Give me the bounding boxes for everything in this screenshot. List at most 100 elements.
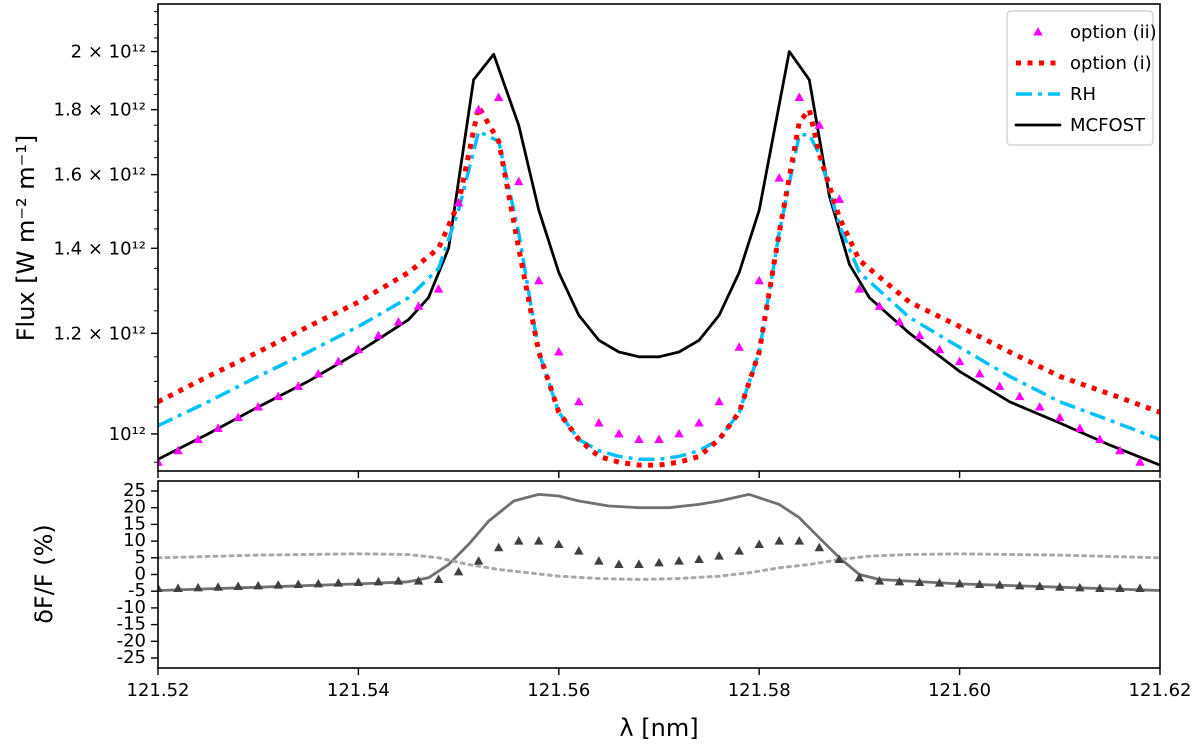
data-point-marker [914, 577, 925, 587]
data-point-marker [473, 556, 484, 565]
data-point-marker [594, 417, 604, 427]
data-point-marker [614, 559, 624, 568]
data-point-marker [554, 539, 564, 548]
data-point-marker [714, 551, 724, 560]
data-point-marker [453, 566, 464, 576]
x-axis-label: λ [nm] [619, 714, 698, 742]
y-tick-label: -15 [117, 614, 146, 635]
data-point-marker [1095, 583, 1105, 593]
data-point-marker [253, 402, 263, 411]
x-tick-label: 121.54 [327, 680, 390, 701]
data-point-marker [273, 580, 283, 589]
data-point-marker [353, 344, 364, 354]
legend-marker [1033, 27, 1043, 36]
data-point-marker [994, 580, 1005, 589]
y-tick-label: 1.4 × 10¹² [54, 238, 147, 259]
legend-label: MCFOST [1070, 115, 1146, 136]
data-point-marker [273, 391, 283, 401]
bottom-series-triangles [158, 536, 1145, 593]
top-panel: 10¹² 1.2 × 10¹² 1.4 × 10¹² 1.6 × 10¹² 1.8 × … [12, 3, 1161, 478]
data-point-marker [513, 176, 524, 186]
legend-box [1006, 10, 1154, 146]
data-point-marker [894, 316, 905, 326]
data-point-marker [293, 579, 304, 589]
legend-label: option (ii) [1070, 22, 1157, 43]
data-point-marker [834, 194, 845, 203]
y-tick-label: 25 [123, 480, 146, 501]
data-point-marker [193, 434, 203, 443]
data-point-marker [158, 457, 163, 466]
y-tick-label: 1.8 × 10¹² [54, 100, 147, 121]
data-point-marker [674, 556, 684, 565]
y-tick-label: 2 × 10¹² [71, 42, 146, 63]
data-point-marker [233, 581, 243, 591]
data-point-marker [1075, 582, 1085, 592]
data-point-marker [173, 583, 183, 593]
top-plot-frame [157, 3, 1161, 472]
data-point-marker [1055, 582, 1065, 591]
data-point-marker [854, 572, 865, 582]
y-tick-label: -20 [117, 630, 146, 651]
data-point-marker [313, 368, 324, 378]
data-point-marker [994, 381, 1005, 390]
data-point-marker [954, 578, 965, 588]
data-point-marker [794, 536, 805, 545]
data-point-marker [353, 577, 364, 587]
top-y-axis-ticks: 10¹² 1.2 × 10¹² 1.4 × 10¹² 1.6 × 10¹² 1.8 × … [54, 11, 158, 463]
data-point-marker [433, 284, 444, 293]
top-series-rh-line [158, 129, 1160, 462]
data-point-marker [974, 368, 985, 378]
data-point-marker [233, 412, 243, 422]
data-point-marker [393, 576, 404, 585]
data-point-marker [513, 536, 524, 545]
bottom-plot-frame [157, 480, 1161, 669]
data-point-marker [934, 578, 945, 587]
data-point-marker [614, 428, 624, 438]
data-point-marker [333, 578, 344, 587]
data-point-marker [1135, 583, 1145, 593]
data-point-marker [874, 576, 885, 585]
bottom-x-axis-ticks: 121.52 121.54 121.56 121.58 121.60 121.62 [127, 668, 1192, 701]
x-tick-label: 121.58 [728, 680, 791, 701]
data-point-marker [534, 536, 544, 545]
top-x-axis-ticks [157, 471, 1161, 478]
data-point-marker [313, 578, 324, 588]
data-point-marker [1055, 412, 1065, 422]
data-point-marker [774, 173, 784, 182]
data-point-marker [634, 559, 644, 568]
x-tick-label: 121.62 [1129, 680, 1192, 701]
legend-label: option (i) [1070, 53, 1152, 74]
data-point-marker [373, 576, 384, 586]
bottom-series-solid-grey-line [158, 493, 1160, 592]
y-tick-label: 20 [123, 497, 146, 518]
data-point-marker [1115, 445, 1125, 455]
data-point-marker [554, 347, 564, 356]
data-point-marker [654, 557, 664, 567]
data-point-marker [594, 556, 604, 565]
data-point-marker [293, 381, 304, 390]
y-tick-label: 15 [123, 513, 146, 534]
y-tick-label: 1.6 × 10¹² [54, 165, 147, 186]
data-point-marker [433, 574, 444, 584]
top-series-group [158, 50, 1160, 468]
data-point-marker [1014, 580, 1025, 590]
top-series-option-ii [158, 92, 1145, 466]
x-tick-label: 121.52 [127, 680, 190, 701]
data-point-marker [754, 539, 764, 548]
data-point-marker [694, 554, 704, 563]
data-point-marker [393, 316, 404, 326]
data-point-marker [1135, 457, 1145, 466]
data-point-marker [954, 356, 965, 366]
data-point-marker [814, 120, 825, 129]
top-y-axis-label: Flux [W m⁻² m⁻¹] [12, 135, 40, 342]
data-point-marker [493, 92, 504, 102]
y-tick-label: -25 [117, 647, 146, 668]
data-point-marker [213, 423, 223, 432]
data-point-marker [1095, 434, 1105, 443]
data-point-marker [634, 434, 644, 443]
bottom-series-group [158, 493, 1160, 593]
data-point-marker [794, 92, 805, 102]
bottom-series-dotted-grey-line [158, 552, 1160, 581]
data-point-marker [814, 542, 825, 552]
